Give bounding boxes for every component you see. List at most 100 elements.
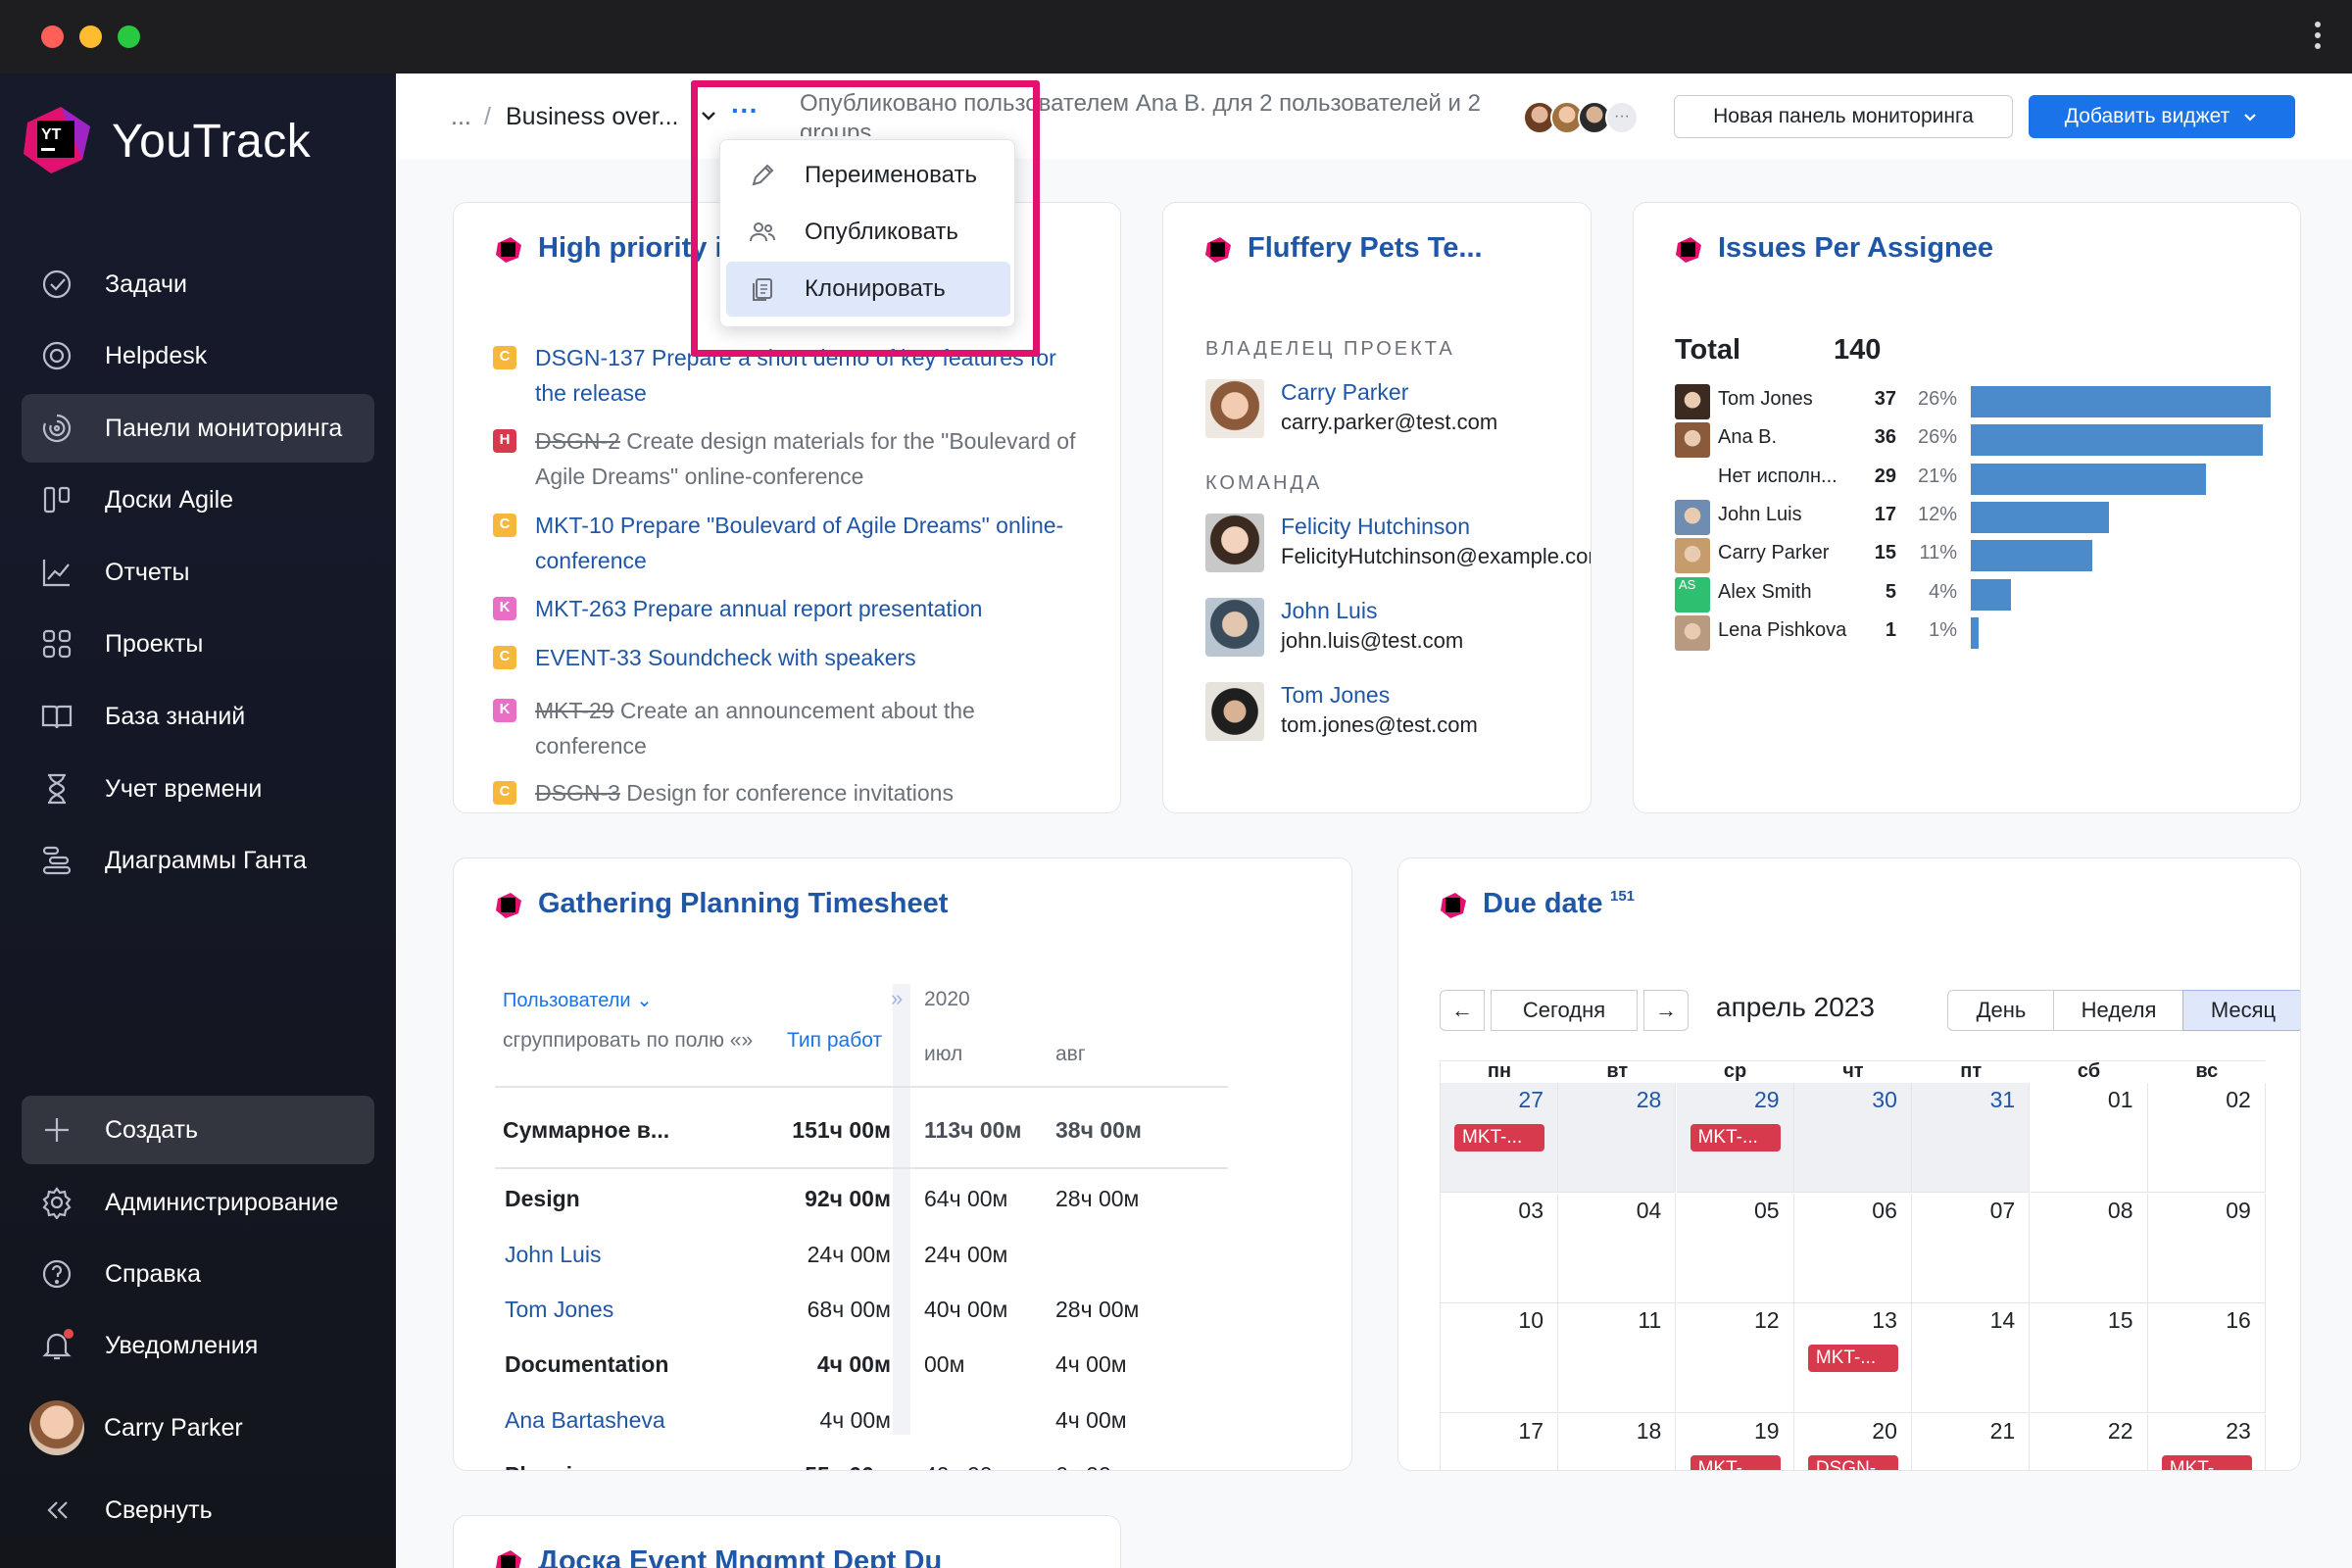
calendar-day[interactable]: 15 <box>2030 1303 2148 1413</box>
today-button[interactable]: Сегодня <box>1491 990 1638 1031</box>
calendar-day[interactable]: 01 <box>2030 1083 2148 1193</box>
scroll-divider[interactable] <box>893 984 910 1435</box>
issue-summary[interactable]: Design for conference invitations <box>626 780 954 806</box>
issue-id[interactable]: EVENT-33 <box>535 645 642 670</box>
collapse-sidebar-button[interactable]: Свернуть <box>22 1476 374 1544</box>
assignee-bar[interactable] <box>1971 386 2271 417</box>
calendar-day[interactable]: 06 <box>1793 1193 1912 1303</box>
add-widget-button[interactable]: Добавить виджет <box>2029 95 2295 138</box>
calendar-day[interactable]: 11 <box>1558 1303 1677 1413</box>
calendar-day[interactable]: 19 MKT-... <box>1677 1413 1794 1470</box>
assignee-bar[interactable] <box>1971 424 2263 457</box>
issue-id[interactable]: MKT-263 <box>535 596 627 621</box>
sidebar-item-agile-boards[interactable]: Доски Agile <box>22 466 374 534</box>
widget-title[interactable]: Issues Per Assignee <box>1718 232 1994 264</box>
calendar-day[interactable]: 27 MKT-... <box>1441 1083 1558 1193</box>
minimize-window-button[interactable] <box>79 25 102 48</box>
calendar-day[interactable]: 22 <box>2031 1413 2148 1470</box>
assignee-row[interactable]: Tom Jones 37 26% <box>1675 382 2271 419</box>
arrow-left-icon[interactable]: ← <box>1440 990 1485 1031</box>
rename-menu-item[interactable]: Переименовать <box>726 148 1010 203</box>
issue-summary[interactable]: Prepare annual report presentation <box>632 596 983 621</box>
calendar-day[interactable]: 29 MKT-... <box>1676 1083 1794 1193</box>
issue-id[interactable]: DSGN-137 <box>535 345 646 370</box>
calendar-event[interactable]: MKT-... <box>1454 1124 1544 1152</box>
sidebar-item-administration[interactable]: Администрирование <box>22 1168 374 1237</box>
issue-summary[interactable]: Prepare a short demo of key features for… <box>535 345 1056 406</box>
person-name[interactable]: Felicity Hutchinson <box>1281 514 1471 539</box>
issue-id[interactable]: DSGN-3 <box>535 780 620 806</box>
double-chevron-right-icon[interactable]: » <box>891 986 904 1010</box>
dashboard-name[interactable]: Business over... <box>506 103 679 130</box>
issue-id[interactable]: DSGN-2 <box>535 428 620 454</box>
calendar-day[interactable]: 07 <box>1912 1193 2031 1303</box>
issue-summary[interactable]: Soundcheck with speakers <box>648 645 916 670</box>
view-week-button[interactable]: Неделя <box>2053 990 2184 1031</box>
close-window-button[interactable] <box>41 25 64 48</box>
calendar-day[interactable]: 08 <box>2030 1193 2148 1303</box>
calendar-event[interactable]: MKT-... <box>1690 1454 1781 1470</box>
calendar-day[interactable]: 05 <box>1676 1193 1794 1303</box>
assignee-bar[interactable] <box>1971 616 1980 649</box>
sidebar-item-dashboards[interactable]: Панели мониторинга <box>22 394 374 463</box>
calendar-day[interactable]: 09 <box>2147 1193 2266 1303</box>
assignee-row[interactable]: John Luis 17 12% <box>1675 498 2263 535</box>
calendar-event[interactable]: MKT-... <box>1807 1345 1898 1372</box>
calendar-day[interactable]: 16 <box>2147 1303 2266 1413</box>
clone-menu-item[interactable]: Клонировать <box>726 262 1010 317</box>
widget-title[interactable]: Due date <box>1483 888 1603 919</box>
assignee-row[interactable]: Carry Parker 15 11% <box>1675 536 2263 574</box>
calendar-day[interactable]: 13 MKT-... <box>1793 1303 1912 1413</box>
sidebar-item-projects[interactable]: Проекты <box>22 610 374 678</box>
sidebar-item-notifications[interactable]: Уведомления <box>22 1311 374 1380</box>
calendar-day[interactable]: 23 MKT-... <box>2148 1413 2266 1470</box>
sidebar-item-help[interactable]: Справка <box>22 1240 374 1308</box>
calendar-day[interactable]: 04 <box>1558 1193 1677 1303</box>
maximize-window-button[interactable] <box>118 25 140 48</box>
widget-title[interactable]: Gathering Planning Timesheet <box>538 888 949 919</box>
chevron-down-icon[interactable] <box>698 105 719 126</box>
widget-title[interactable]: Fluffery Pets Te... <box>1248 232 1483 264</box>
calendar-day[interactable]: 17 <box>1441 1413 1558 1470</box>
issue-id[interactable]: MKT-10 <box>535 513 614 538</box>
window-menu-icon[interactable] <box>2313 22 2323 53</box>
assignee-row[interactable]: AS Alex Smith 5 4% <box>1675 575 2263 612</box>
calendar-day[interactable]: 03 <box>1441 1193 1558 1303</box>
assignee-bar[interactable] <box>1971 463 2206 495</box>
calendar-day[interactable]: 30 <box>1793 1083 1912 1193</box>
calendar-day[interactable]: 14 <box>1912 1303 2031 1413</box>
calendar-day[interactable]: 20 DSGN-... <box>1794 1413 1912 1470</box>
calendar-day[interactable]: 02 <box>2147 1083 2266 1193</box>
issue-summary[interactable]: Prepare "Boulevard of Agile Dreams" onli… <box>535 513 1064 573</box>
calendar-day[interactable]: 10 <box>1441 1303 1558 1413</box>
user-link[interactable]: Ana Bartasheva <box>505 1407 665 1433</box>
assignee-bar[interactable] <box>1971 578 2012 611</box>
calendar-event[interactable]: MKT-... <box>2161 1454 2252 1470</box>
assignee-bar[interactable] <box>1971 501 2109 533</box>
view-month-button[interactable]: Месяц <box>2182 990 2300 1031</box>
person-name[interactable]: Carry Parker <box>1281 379 1409 405</box>
user-link[interactable]: Tom Jones <box>505 1297 614 1322</box>
sidebar-item-issues[interactable]: Задачи <box>22 250 374 318</box>
sidebar-item-helpdesk[interactable]: Helpdesk <box>22 321 374 390</box>
user-profile[interactable]: Carry Parker <box>22 1394 374 1462</box>
group-by-value[interactable]: Тип работ <box>787 1029 883 1052</box>
breadcrumb-more[interactable]: ... <box>451 103 471 130</box>
person-name[interactable]: Tom Jones <box>1281 682 1391 708</box>
create-button[interactable]: Создать <box>22 1096 374 1164</box>
calendar-day[interactable]: 31 <box>1912 1083 2031 1193</box>
user-link[interactable]: John Luis <box>505 1242 602 1267</box>
assignee-row[interactable]: Ana B. 36 26% <box>1675 420 2263 459</box>
view-day-button[interactable]: День <box>1947 990 2055 1031</box>
assignee-bar[interactable] <box>1971 540 2093 572</box>
more-actions-button[interactable]: ··· <box>731 95 759 125</box>
publish-menu-item[interactable]: Опубликовать <box>726 205 1010 260</box>
issue-summary[interactable]: Create design materials for the "Bouleva… <box>535 428 1076 489</box>
assignee-row[interactable]: Нет исполн... 29 21% <box>1675 460 2263 495</box>
calendar-day[interactable]: 28 <box>1558 1083 1677 1193</box>
assignee-row[interactable]: Lena Pishkova 1 1% <box>1675 613 2263 651</box>
calendar-day[interactable]: 18 <box>1558 1413 1677 1470</box>
arrow-right-icon[interactable]: → <box>1643 990 1689 1031</box>
sidebar-item-reports[interactable]: Отчеты <box>22 538 374 607</box>
new-dashboard-button[interactable]: Новая панель мониторинга <box>1674 95 2013 138</box>
